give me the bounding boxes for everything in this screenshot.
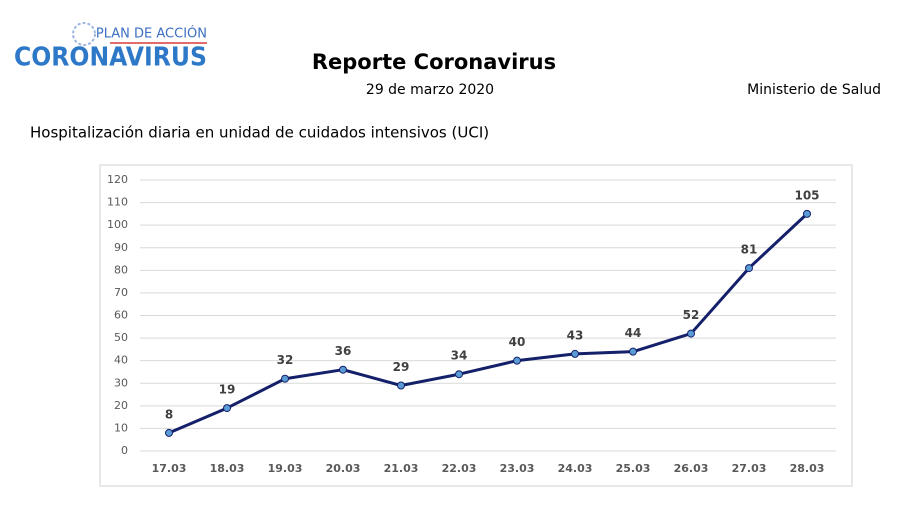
x-tick-label: 27.03 — [732, 462, 767, 475]
data-point — [803, 209, 811, 218]
y-tick-label: 20 — [114, 399, 128, 412]
x-tick-label: 18.03 — [210, 462, 245, 475]
y-tick-label: 90 — [114, 241, 128, 254]
chart-frame — [99, 164, 853, 487]
x-tick-label: 19.03 — [268, 462, 303, 475]
data-label: 19 — [219, 383, 236, 397]
data-point — [513, 356, 521, 365]
data-label: 81 — [741, 243, 758, 257]
x-tick-label: 26.03 — [674, 462, 709, 475]
x-tick-label: 21.03 — [384, 462, 419, 475]
x-tick-label: 23.03 — [500, 462, 535, 475]
y-tick-label: 70 — [114, 286, 128, 299]
y-tick-label: 120 — [107, 173, 128, 186]
data-line — [168, 212, 809, 435]
data-label: 44 — [625, 326, 642, 340]
y-tick-label: 50 — [114, 331, 128, 344]
ministry: Ministerio de Salud — [747, 82, 881, 98]
y-tick-label: 100 — [107, 218, 128, 231]
data-point — [745, 264, 753, 273]
data-point — [281, 374, 289, 383]
data-label: 105 — [794, 188, 819, 202]
data-point — [223, 404, 231, 413]
data-label: 32 — [277, 353, 294, 367]
data-label: 36 — [335, 344, 352, 358]
y-tick-label: 110 — [107, 196, 128, 209]
x-tick-label: 25.03 — [616, 462, 651, 475]
y-tick-label: 40 — [114, 354, 128, 367]
y-tick-label: 60 — [114, 309, 128, 322]
data-label: 29 — [393, 360, 410, 374]
y-tick-label: 10 — [114, 421, 128, 434]
logo-icon — [72, 22, 96, 46]
data-point — [397, 381, 405, 390]
data-label: 52 — [683, 308, 700, 322]
data-label: 43 — [567, 328, 584, 342]
data-point — [571, 349, 579, 358]
y-tick-label: 80 — [114, 263, 128, 276]
data-label: 8 — [165, 407, 173, 421]
x-tick-label: 24.03 — [558, 462, 593, 475]
y-tick-label: 30 — [114, 376, 128, 389]
chart-title: Hospitalización diaria en unidad de cuid… — [30, 124, 489, 142]
report-title: Reporte Coronavirus — [312, 50, 556, 74]
x-tick-label: 20.03 — [326, 462, 361, 475]
data-point — [687, 329, 695, 338]
logo: PLAN DE ACCIÓN CORONAVIRUS — [14, 22, 207, 73]
report-date: 29 de marzo 2020 — [366, 82, 494, 98]
data-point — [165, 428, 173, 437]
data-point — [629, 347, 637, 356]
logo-main: CORONAVIRUS — [14, 43, 207, 73]
logo-top: PLAN DE ACCIÓN — [96, 26, 207, 42]
x-tick-label: 17.03 — [152, 462, 187, 475]
data-label: 40 — [509, 335, 526, 349]
x-tick-label: 28.03 — [790, 462, 825, 475]
data-point — [339, 365, 347, 374]
y-tick-label: 0 — [121, 444, 128, 457]
data-label: 34 — [451, 349, 468, 363]
data-point — [455, 370, 463, 379]
x-tick-label: 22.03 — [442, 462, 477, 475]
